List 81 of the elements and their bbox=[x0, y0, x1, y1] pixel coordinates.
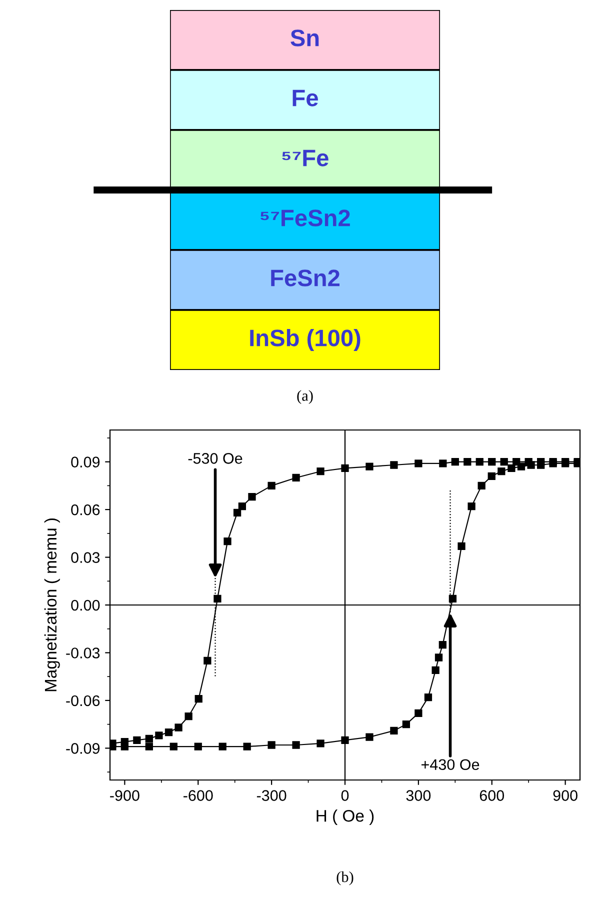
point bbox=[120, 742, 129, 750]
point bbox=[243, 742, 251, 750]
y-tick-label: -0.06 bbox=[66, 695, 100, 706]
point bbox=[498, 468, 506, 476]
y-tick-label: 0.06 bbox=[71, 504, 100, 516]
point bbox=[527, 461, 535, 469]
point bbox=[110, 742, 116, 750]
point bbox=[224, 538, 232, 546]
point bbox=[214, 594, 222, 602]
category-label: Sn bbox=[290, 30, 319, 46]
point bbox=[434, 654, 443, 662]
category-label: ⁵⁷FeSn2 bbox=[260, 210, 350, 226]
point bbox=[468, 502, 476, 510]
annotation: -530 Oe bbox=[188, 453, 242, 464]
point bbox=[438, 640, 446, 649]
point bbox=[414, 460, 422, 468]
point bbox=[194, 742, 202, 750]
point bbox=[500, 458, 508, 466]
y-axis-title: Magnetization ( memu ) bbox=[44, 518, 60, 692]
point bbox=[145, 742, 153, 750]
point bbox=[488, 472, 496, 480]
point bbox=[268, 482, 276, 490]
point bbox=[478, 482, 486, 490]
point bbox=[268, 741, 276, 749]
category-label: Fe bbox=[292, 90, 318, 106]
x-tick-label: 0 bbox=[341, 790, 349, 801]
point bbox=[390, 461, 398, 469]
point bbox=[316, 468, 324, 476]
point bbox=[248, 493, 256, 501]
y-tick-label: 0.00 bbox=[71, 600, 100, 611]
text: (a) bbox=[297, 390, 313, 404]
point bbox=[164, 728, 173, 736]
annotation: +430 Oe bbox=[421, 759, 480, 770]
point bbox=[133, 736, 141, 744]
point bbox=[390, 726, 398, 734]
y-tick-label: 0.09 bbox=[71, 456, 100, 468]
point bbox=[476, 458, 484, 466]
point bbox=[458, 542, 466, 550]
point bbox=[366, 733, 374, 741]
point bbox=[218, 742, 226, 750]
x-axis-title: H ( Oe ) bbox=[316, 810, 374, 826]
x-tick-label: -600 bbox=[184, 790, 213, 801]
point bbox=[292, 474, 300, 482]
point bbox=[517, 462, 526, 470]
point bbox=[464, 458, 472, 466]
point bbox=[537, 461, 545, 469]
y-tick-label: -0.03 bbox=[66, 648, 100, 658]
point bbox=[292, 741, 300, 749]
point bbox=[316, 740, 324, 748]
y-tick-label: -0.09 bbox=[66, 743, 100, 754]
text: (b) bbox=[336, 871, 354, 886]
category-label: FeSn2 bbox=[271, 270, 340, 286]
point bbox=[414, 709, 422, 717]
point bbox=[238, 502, 246, 510]
x-tick-label: 900 bbox=[553, 790, 578, 801]
point bbox=[448, 594, 457, 602]
point bbox=[233, 508, 242, 517]
point bbox=[451, 458, 459, 466]
point bbox=[204, 656, 212, 664]
point bbox=[174, 724, 182, 732]
point bbox=[341, 736, 349, 744]
point bbox=[432, 666, 440, 674]
point bbox=[488, 458, 496, 466]
x-tick-label: -300 bbox=[256, 790, 286, 801]
point bbox=[155, 732, 163, 740]
x-tick-label: 600 bbox=[480, 790, 504, 801]
category-label: ⁵⁷Fe bbox=[282, 150, 328, 166]
point bbox=[439, 460, 447, 468]
point bbox=[424, 693, 432, 702]
x-tick-label: -900 bbox=[110, 790, 140, 801]
point bbox=[170, 742, 178, 750]
point bbox=[184, 712, 192, 720]
category-label: InSb (100) bbox=[250, 328, 360, 352]
x-tick-label: 300 bbox=[406, 790, 431, 801]
point bbox=[508, 464, 516, 472]
point bbox=[145, 734, 153, 742]
y-tick-label: 0.03 bbox=[71, 552, 100, 563]
point bbox=[402, 720, 410, 728]
point bbox=[341, 464, 349, 472]
point bbox=[194, 695, 202, 703]
point bbox=[366, 462, 374, 470]
